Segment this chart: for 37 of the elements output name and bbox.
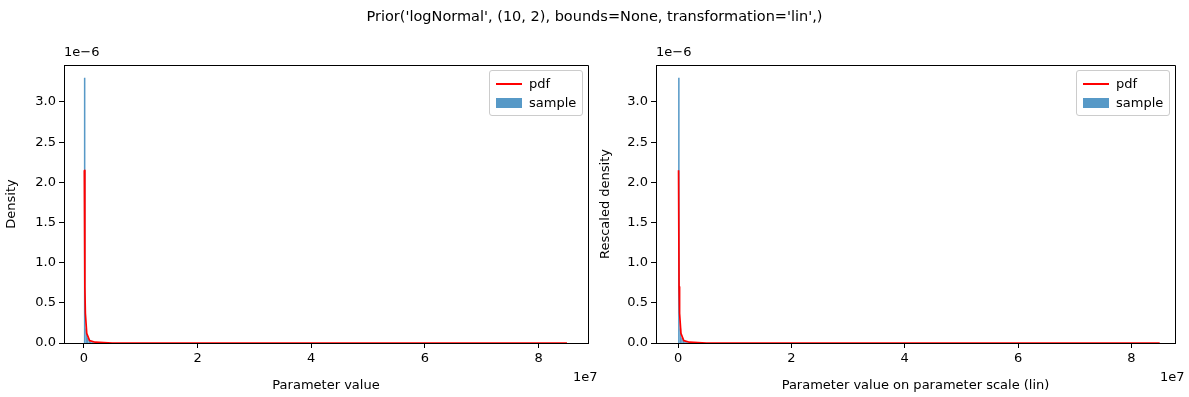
x-tick-label: 2 [787,350,796,366]
y-tick-label: 3.0 [627,93,648,109]
x-tick-label: 4 [900,350,909,366]
text: 1e7 [573,369,598,384]
x-tick-label: 4 [307,350,316,366]
x-tick-label: 8 [1127,350,1136,366]
x-tick-label: 8 [534,350,543,366]
text: 1e7 [1160,369,1185,384]
x-tick-label: 6 [420,350,430,366]
y-tick-label: 0.0 [627,334,648,350]
chart-title: Prior('logNormal', (10, 2), bounds=None, transformation='lin',) [365,8,824,24]
y-tick-label: 0.5 [627,294,648,310]
y-tick-label: 1.5 [35,213,56,229]
legend-label: pdf [529,76,551,91]
text: 1e−6 [64,44,100,59]
legend-label: sample [1116,95,1164,110]
y-tick-label: 1.0 [35,254,56,270]
x-axis-title: Parameter value [272,376,380,392]
x-axis-title: Parameter value on parameter scale (lin) [781,376,1050,392]
y-tick-label: 0.0 [35,334,56,350]
legend-label: pdf [1116,76,1138,91]
x-tick-label: 2 [193,350,202,366]
text: 1e−6 [656,44,692,59]
x-tick-label: 0 [79,350,89,366]
y-tick-label: 1.5 [627,213,648,229]
y-tick-label: 2.0 [35,173,56,189]
y-axis-title: Rescaled density [597,148,613,259]
legend-label: sample [529,95,577,110]
y-tick-label: 2.5 [627,133,648,149]
x-tick-label: 0 [673,350,683,366]
x-tick-label: 6 [1013,350,1023,366]
y-tick-label: 1.0 [627,254,648,270]
y-tick-label: 3.0 [35,93,56,109]
y-tick-label: 2.0 [627,173,648,189]
y-tick-label: 0.5 [35,294,56,310]
y-axis-title: Density [3,178,19,229]
y-tick-label: 2.5 [35,133,56,149]
